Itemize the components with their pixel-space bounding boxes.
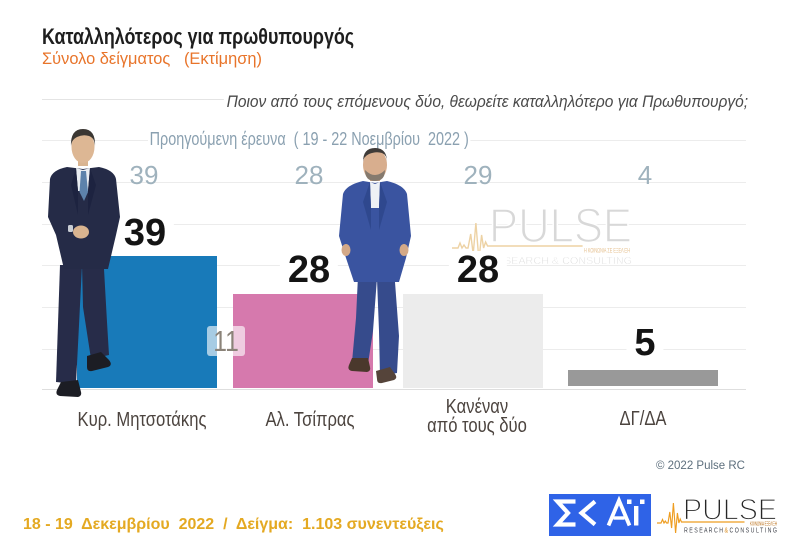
svg-text:PULSE: PULSE xyxy=(489,200,632,253)
svg-text:ΚΟΙΝΩΝΙΑ ΕΞΕΛΙΞΗ: ΚΟΙΝΩΝΙΑ ΕΞΕΛΙΞΗ xyxy=(750,522,777,528)
svg-text:R E S E A R C H & C O N S U L: R E S E A R C H & C O N S U L T I N G xyxy=(684,526,777,535)
svg-text:Η ΚΟΙΝΩΝΙΑ ΣΕ ΕΞΕΛΙΞΗ: Η ΚΟΙΝΩΝΙΑ ΣΕ ΕΞΕΛΙΞΗ xyxy=(584,249,630,255)
svg-text:RESEARCH & CONSULTING: RESEARCH & CONSULTING xyxy=(489,255,632,267)
